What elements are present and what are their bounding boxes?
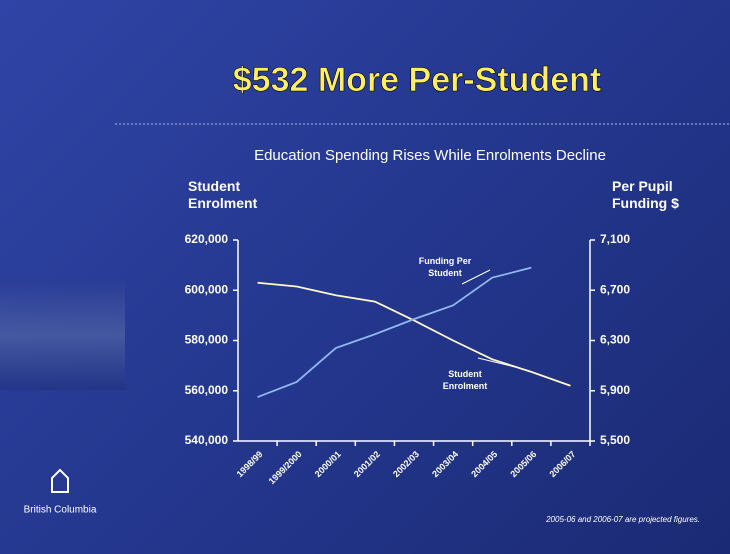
y2-axis-title: Per Pupil Funding $	[612, 178, 679, 211]
logo-text: British Columbia	[24, 505, 97, 516]
chart-subtitle: Education Spending Rises While Enrolment…	[254, 147, 606, 164]
y-tick-label: 620,000	[185, 232, 229, 246]
x-tick-label: 2006/07	[547, 449, 577, 479]
y-tick-label: 580,000	[185, 333, 229, 347]
y2-tick-label: 6,700	[600, 282, 630, 296]
x-tick-label: 2004/05	[469, 449, 499, 479]
annotation-arrow	[461, 269, 491, 285]
x-tick-label: 2005/06	[508, 449, 538, 479]
series-line	[257, 266, 532, 398]
y-tick-label: 540,000	[185, 433, 229, 447]
footnote: 2005-06 and 2006-07 are projected figure…	[545, 515, 700, 524]
x-tick-label: 1998/99	[235, 449, 265, 479]
x-tick-label: 1999/2000	[267, 449, 304, 486]
x-tick-label: 2000/01	[313, 449, 343, 479]
annotation: Funding Per Student	[419, 256, 472, 278]
x-tick-label: 2001/02	[352, 449, 382, 479]
side-decoration	[0, 280, 125, 390]
y-tick-label: 560,000	[185, 383, 229, 397]
annotation: Student Enrolment	[443, 369, 488, 391]
logo-crest	[51, 468, 69, 493]
chart-title: $532 More Per-Student	[233, 61, 601, 99]
series-line	[257, 281, 571, 387]
y2-tick-label: 6,300	[600, 333, 630, 347]
annotation-arrow	[477, 357, 516, 368]
x-tick-label: 2003/04	[430, 449, 460, 479]
y2-tick-label: 5,500	[600, 433, 630, 447]
y-axis-title: Student Enrolment	[188, 178, 258, 211]
x-tick-label: 2002/03	[391, 449, 421, 479]
y2-tick-label: 7,100	[600, 232, 630, 246]
y-tick-label: 600,000	[185, 282, 229, 296]
y2-tick-label: 5,900	[600, 383, 630, 397]
logo: British Columbia	[24, 468, 97, 516]
